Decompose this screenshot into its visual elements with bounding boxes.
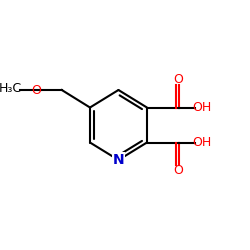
Text: O: O [31,84,41,96]
Text: OH: OH [192,136,212,149]
Text: O: O [174,73,184,86]
Text: N: N [113,153,124,167]
Text: O: O [174,164,184,177]
Text: OH: OH [192,101,212,114]
Text: H₃C: H₃C [0,82,22,95]
